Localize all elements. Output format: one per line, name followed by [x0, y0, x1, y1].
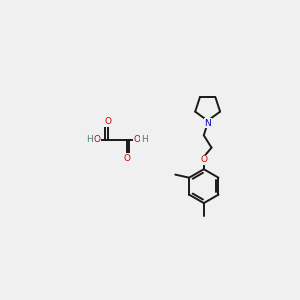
Text: O: O [104, 117, 111, 126]
Text: O: O [133, 136, 140, 145]
Text: O: O [123, 154, 130, 163]
Text: H: H [141, 136, 148, 145]
Text: N: N [204, 118, 211, 127]
Text: O: O [93, 136, 100, 145]
Text: O: O [200, 155, 207, 164]
Text: H: H [86, 136, 92, 145]
